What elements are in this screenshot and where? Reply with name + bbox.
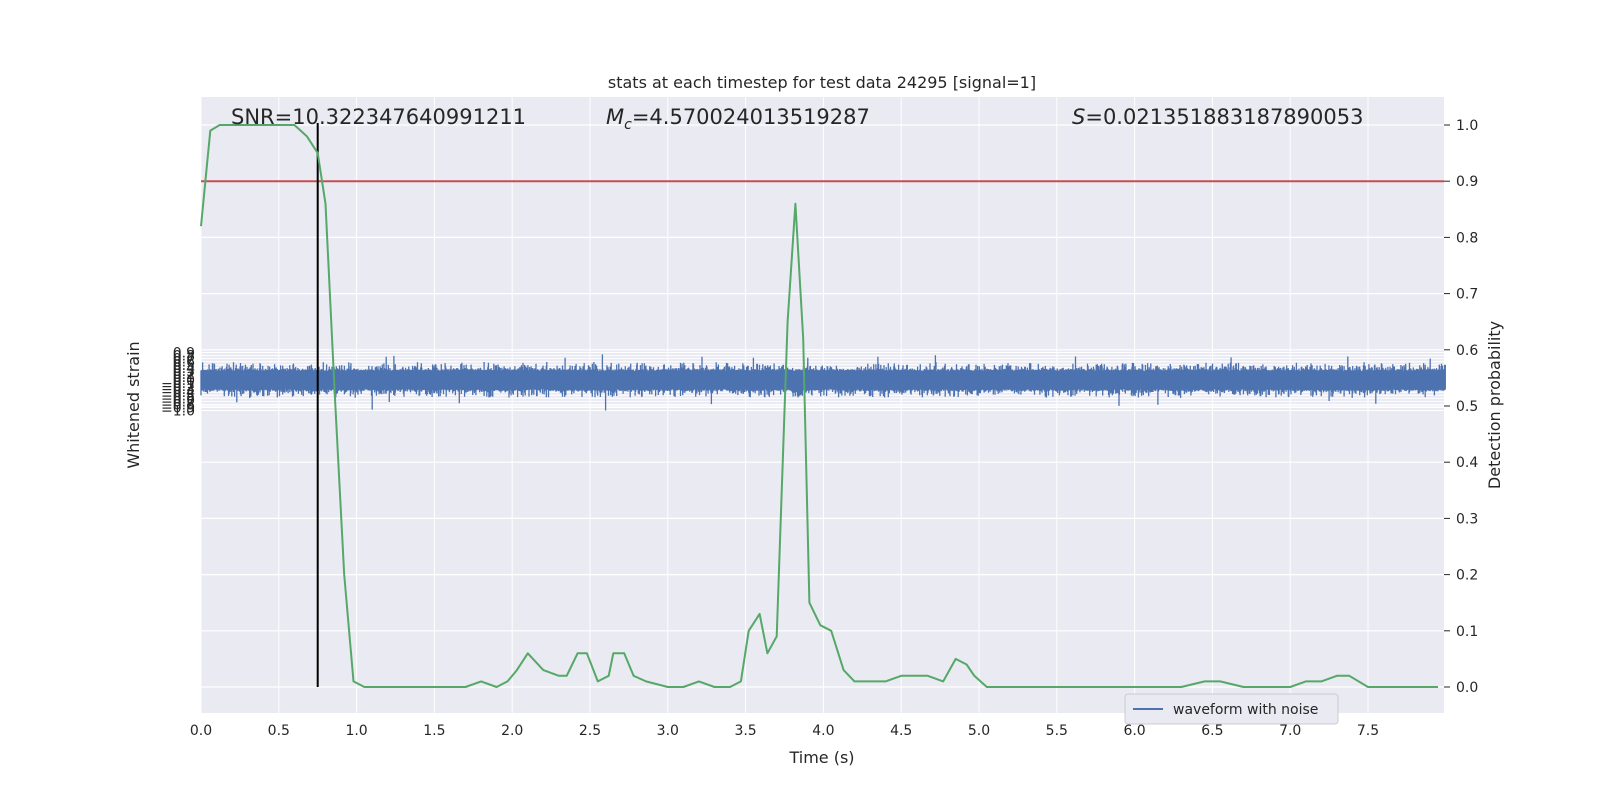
x-tick-label: 1.5 [423, 723, 445, 739]
x-tick-label: 5.0 [968, 723, 990, 739]
left-y-tick-label: 0.3 [173, 364, 195, 380]
right-y-tick-label: 0.5 [1456, 399, 1478, 415]
right-y-tick-label: 0.7 [1456, 287, 1478, 303]
right-y-tick-label: 0.2 [1456, 568, 1478, 584]
right-y-tick-label: 0.9 [1456, 174, 1478, 190]
left-y-tick-label: 0.6 [173, 355, 195, 371]
x-axis-label: Time (s) [788, 748, 854, 767]
legend-box [1124, 693, 1339, 725]
left-y-tick-label: 0.1 [173, 370, 195, 386]
x-tick-label: 0.0 [190, 723, 212, 739]
left-y-tick-label: −0.3 [161, 382, 195, 398]
x-tick-label: 3.5 [734, 723, 756, 739]
right-y-tick-label: 0.1 [1456, 624, 1478, 640]
left-y-tick-label: 0.2 [173, 367, 195, 383]
legend-label: waveform with noise [1173, 702, 1318, 718]
left-y-tick-label: 0.7 [173, 352, 195, 368]
left-y-tick-label: −0.2 [161, 379, 195, 395]
x-tick-label: 3.0 [657, 723, 679, 739]
left-y-tick-label: 0.8 [173, 349, 195, 365]
chirp-mass-annotation: Mc=4.570024013519287 [606, 105, 870, 133]
s-value: =0.021351883187890053 [1085, 105, 1363, 129]
x-tick-label: 7.0 [1279, 723, 1301, 739]
x-tick-label: 6.0 [1123, 723, 1145, 739]
x-tick-label: 2.5 [579, 723, 601, 739]
right-y-axis-label: Detection probability [1485, 321, 1504, 489]
left-y-tick-label: −0.9 [161, 400, 195, 416]
right-y-tick-label: 0.6 [1456, 343, 1478, 359]
chirp-mass-symbol: M [606, 105, 624, 129]
right-y-tick-labels: 1.0 0.9 0.8 0.7 0.6 0.5 0.4 0.3 0.2 0.1 0.0 [1444, 118, 1478, 696]
right-y-tick-label: 0.3 [1456, 511, 1478, 527]
x-tick-label: 0.5 [268, 723, 290, 739]
left-y-axis-label: Whitened strain [124, 341, 143, 468]
left-y-tick-label: 0.4 [173, 361, 195, 377]
waveform-series [200, 354, 1446, 411]
legend: waveform with noise [1124, 693, 1339, 725]
left-y-tick-label: 0.0 [173, 373, 195, 389]
left-y-tick-label: 0.9 [173, 346, 195, 362]
x-tick-labels: 0.0 0.5 1.0 1.5 2.0 2.5 3.0 3.5 4.0 4.5 5.0 5.5 6.0 6… [190, 723, 1379, 739]
overlay-lines [200, 123, 1444, 688]
chirp-mass-value: =4.570024013519287 [632, 105, 870, 129]
x-tick-label: 7.5 [1357, 723, 1379, 739]
right-y-tick-label: 0.0 [1456, 680, 1478, 696]
x-tick-label: 5.5 [1046, 723, 1068, 739]
left-y-tick-label: −0.1 [161, 376, 195, 392]
snr-annotation: SNR=10.322347640991211 [231, 105, 526, 129]
plot-background [201, 97, 1444, 713]
x-tick-label: 6.5 [1201, 723, 1223, 739]
s-symbol: S [1072, 105, 1085, 129]
x-tick-label: 4.5 [890, 723, 912, 739]
right-y-tick-label: 0.4 [1456, 455, 1478, 471]
detection-probability-line [200, 124, 1438, 688]
left-y-tick-label: −0.6 [161, 391, 195, 407]
left-y-tick-label: −0.7 [161, 394, 195, 410]
x-tick-label: 1.0 [345, 723, 367, 739]
chirp-mass-subscript: c [624, 117, 632, 133]
right-y-tick-label: 0.8 [1456, 230, 1478, 246]
right-y-tick-label: 1.0 [1456, 118, 1478, 134]
x-tick-label: 4.0 [812, 723, 834, 739]
s-annotation: S=0.021351883187890053 [1072, 105, 1363, 129]
waveform-core-fill [201, 371, 1444, 388]
left-y-tick-label: −0.4 [161, 385, 195, 401]
chart-title: stats at each timestep for test data 242… [608, 73, 1036, 92]
x-tick-label: 2.0 [501, 723, 523, 739]
left-y-tick-label: 0.5 [173, 358, 195, 374]
left-y-tick-label: −0.8 [161, 397, 195, 413]
left-y-tick-label: −0.5 [161, 388, 195, 404]
left-y-tick-labels: 0.90.80.70.60.50.40.30.20.10.0−0.1−0.2−0… [161, 346, 195, 420]
left-y-tick-label: −1.0 [161, 404, 195, 420]
